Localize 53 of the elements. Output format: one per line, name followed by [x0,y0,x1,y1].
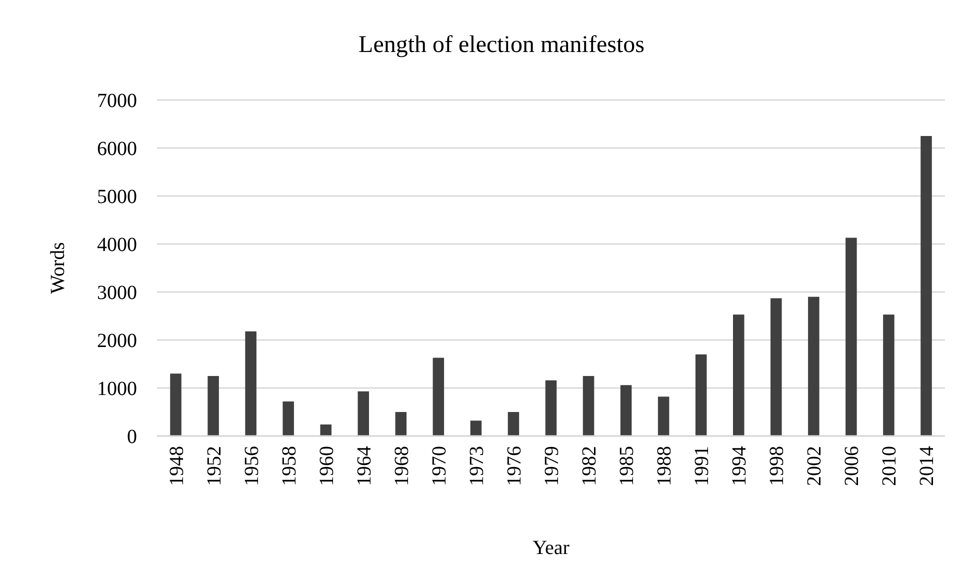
bar [920,136,932,436]
y-axis-title: Words [47,242,69,294]
y-tick-label: 7000 [97,90,137,112]
bar [245,331,256,436]
bar [658,396,670,436]
bar [695,354,707,436]
y-tick-label: 5000 [97,186,137,208]
bar [320,424,332,436]
bar [846,238,857,436]
x-tick-label: 1991 [691,446,714,486]
bar [508,412,520,436]
bar [170,374,182,436]
x-tick-label: 1973 [466,446,488,486]
x-tick-label: 1998 [766,446,788,486]
y-tick-label: 0 [127,426,137,448]
bar [358,391,370,436]
y-tick-label: 3000 [97,282,137,304]
x-tick-label: 1952 [203,446,226,486]
x-tick-label: 2002 [804,446,826,486]
bar [620,385,632,436]
x-tick-label: 1982 [578,446,601,486]
bar [545,380,557,436]
chart-title: Length of election manifestos [358,32,644,58]
x-tick-label: 1979 [541,446,563,486]
bar [770,298,782,436]
bar [432,358,444,436]
x-tick-label: 2006 [841,446,864,486]
x-tick-label: 1948 [166,446,188,486]
bar [883,314,894,436]
bar [470,420,482,436]
x-tick-label: 1976 [503,446,526,486]
x-tick-label: 2010 [878,446,901,486]
x-tick-label: 1994 [728,446,751,486]
y-tick-label: 4000 [97,234,137,256]
bar [582,376,594,436]
bar [808,296,820,436]
y-tick-label: 2000 [97,330,137,352]
x-tick-label: 1968 [390,446,413,486]
y-tick-label: 6000 [97,138,137,160]
x-tick-label: 1958 [278,446,300,486]
x-axis-title: Year [532,537,570,559]
bar [732,314,744,436]
bar [282,401,294,436]
x-tick-label: 1956 [240,446,263,486]
bar [395,412,407,436]
x-tick-label: 1960 [316,446,338,486]
x-tick-label: 2014 [916,446,938,486]
x-tick-label: 1964 [353,446,376,486]
bar [208,376,219,436]
y-tick-label: 1000 [97,378,137,400]
x-tick-label: 1988 [654,446,676,486]
x-tick-label: 1985 [616,446,638,486]
x-tick-label: 1970 [428,446,450,486]
